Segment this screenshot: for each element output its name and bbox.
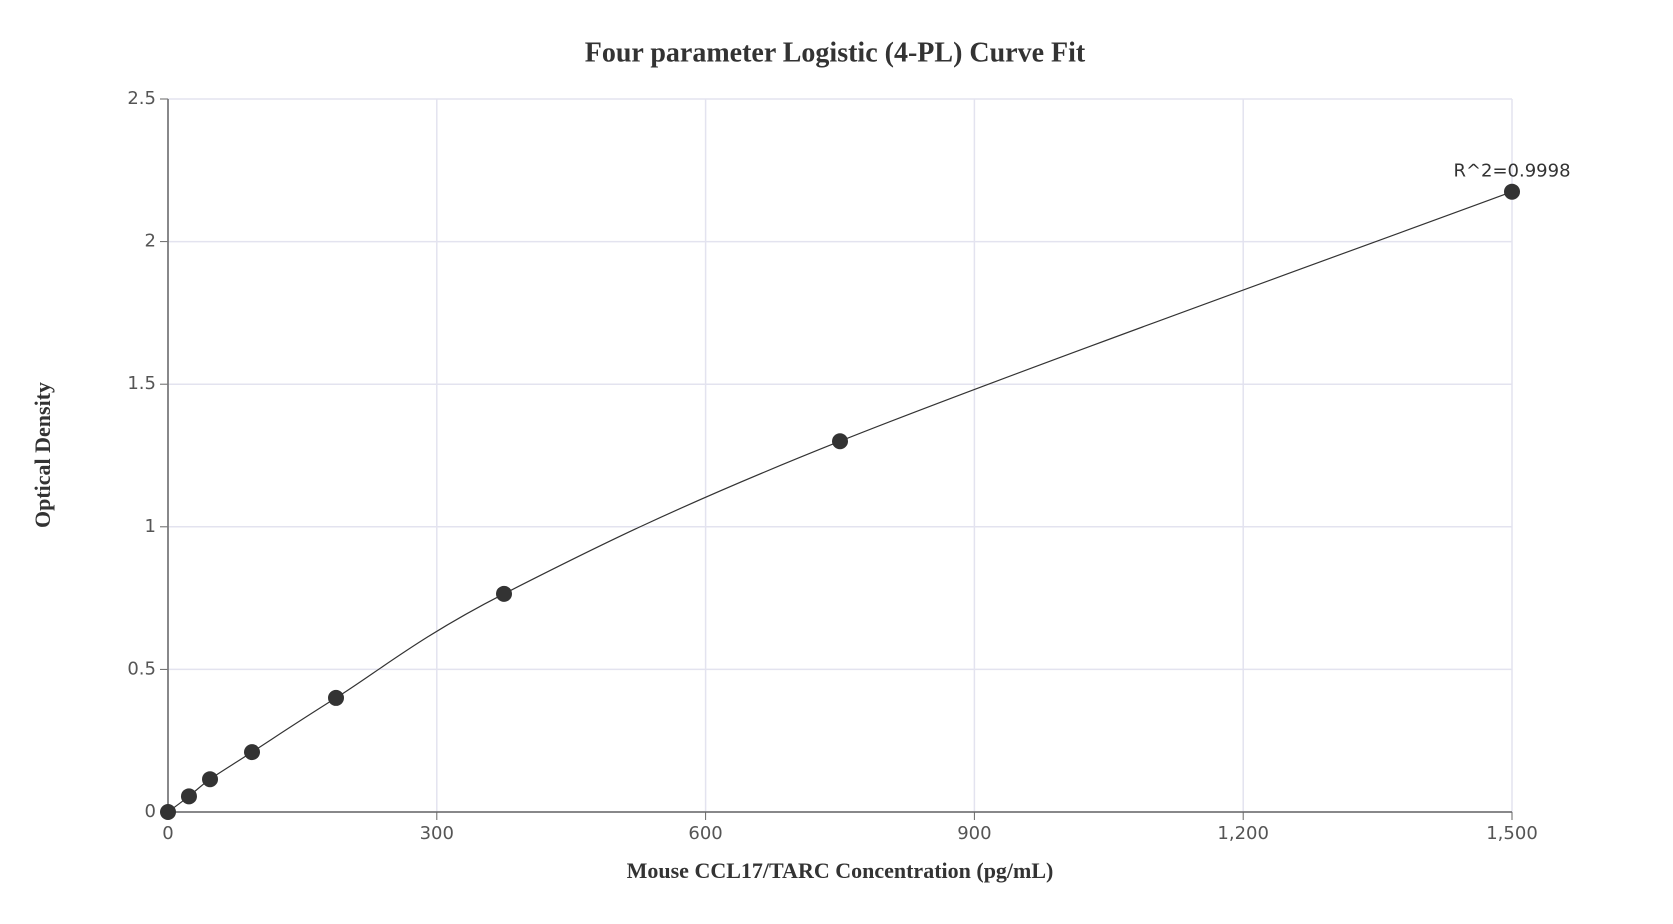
data-point [202, 771, 219, 788]
y-tick-label: 0 [145, 801, 156, 822]
data-point [244, 744, 260, 761]
fit-curve [167, 191, 1513, 813]
data-point [328, 689, 344, 706]
y-axis-label: Optical Density [30, 382, 55, 528]
x-tick-label: 300 [420, 823, 454, 844]
annotation: R^2=0.9998 [1453, 161, 1570, 182]
x-tick-label: 1,500 [1486, 823, 1538, 844]
chart-title: Four parameter Logistic (4-PL) Curve Fit [585, 37, 1086, 68]
data-point [496, 585, 512, 602]
data-point [160, 804, 176, 820]
y-tick-label: 0.5 [127, 658, 156, 679]
x-axis-label: Mouse CCL17/TARC Concentration (pg/mL) [627, 858, 1054, 883]
y-tick-label: 1 [145, 516, 156, 537]
data-point [1504, 183, 1520, 200]
x-tick-label: 600 [688, 823, 722, 844]
y-tick-label: 1.5 [127, 373, 156, 394]
data-point [180, 788, 197, 805]
y-tick-label: 2.5 [127, 88, 156, 109]
x-tick-label: 0 [162, 823, 173, 844]
y-tick-label: 2 [145, 231, 156, 252]
x-tick-label: 1,200 [1217, 823, 1269, 844]
x-tick-label: 900 [957, 823, 991, 844]
data-point [832, 433, 848, 450]
